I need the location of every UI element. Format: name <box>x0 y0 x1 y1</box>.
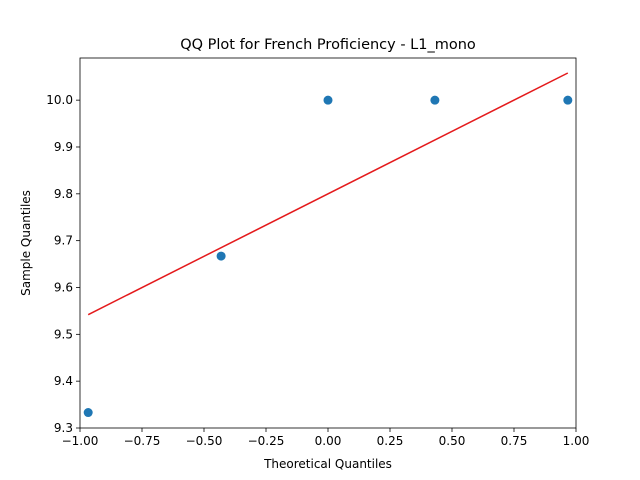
x-tick-label: −1.00 <box>62 434 99 448</box>
data-points <box>83 95 573 418</box>
axes-frame <box>79 57 577 429</box>
reference-fit-line <box>87 72 569 316</box>
y-tick-label: 9.6 <box>54 280 73 294</box>
plot-area <box>80 58 576 428</box>
x-tick-label: 0.25 <box>377 434 404 448</box>
data-point <box>563 95 573 105</box>
x-tick-label: 1.00 <box>563 434 590 448</box>
y-tick-label: 9.7 <box>54 234 73 248</box>
axes-background <box>80 58 576 428</box>
x-tick-label: 0.75 <box>501 434 528 448</box>
y-tick-label: 9.3 <box>54 421 73 435</box>
y-tick-label: 9.8 <box>54 187 73 201</box>
x-tick-label: −0.75 <box>124 434 161 448</box>
y-tick-label: 9.4 <box>54 374 73 388</box>
data-point <box>216 251 226 261</box>
y-tick-label: 9.9 <box>54 140 73 154</box>
y-axis-ticks: 9.3 9.4 9.5 9.6 9.7 9.8 9.9 10.0 <box>46 93 80 435</box>
data-point <box>323 95 333 105</box>
data-point <box>83 408 93 418</box>
y-tick-label: 9.5 <box>54 327 73 341</box>
chart-title: QQ Plot for French Proficiency - L1_mono <box>180 37 476 53</box>
x-axis-label: Theoretical Quantiles <box>263 457 392 471</box>
x-tick-label: 0.50 <box>439 434 466 448</box>
y-axis-label: Sample Quantiles <box>19 190 33 296</box>
x-axis-ticks: −1.00 −0.75 −0.50 −0.25 0.00 0.25 0.50 0.75 1.00 <box>62 428 590 448</box>
y-tick-label: 10.0 <box>46 93 73 107</box>
data-point <box>430 95 440 105</box>
x-tick-label: −0.50 <box>186 434 223 448</box>
x-tick-label: −0.25 <box>248 434 285 448</box>
x-tick-label: 0.00 <box>315 434 342 448</box>
